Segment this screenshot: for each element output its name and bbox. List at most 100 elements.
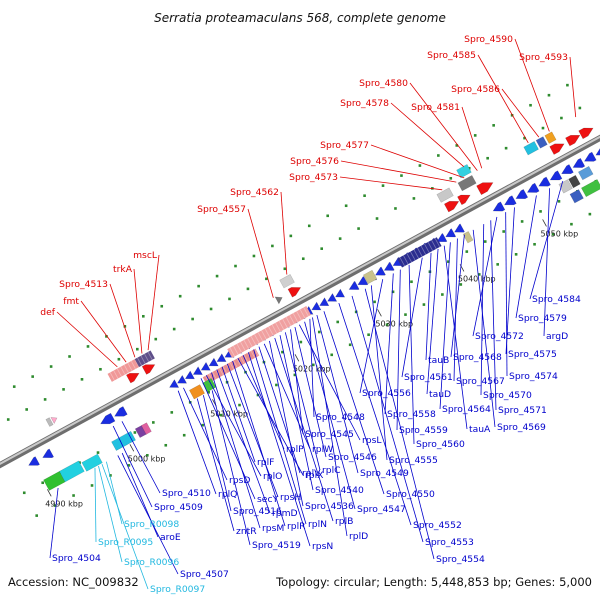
reverse-gene-arrow-shape [176, 374, 188, 384]
ribosomal-operon-band-stripe [229, 347, 236, 357]
reverse-gene-arrow-shape [445, 228, 457, 238]
tick-mark [129, 444, 135, 452]
dark-operon-band-stripe [431, 239, 437, 250]
track-dot [152, 421, 155, 424]
track-dot [209, 307, 213, 311]
reverse-gene-arrow [436, 233, 448, 243]
gene-label: Spro_4554 [436, 554, 485, 565]
track-dot [588, 212, 592, 216]
gene-label: Spro_4558 [387, 409, 436, 420]
gene-label: Spro_4570 [483, 390, 532, 401]
reverse-gene-arrow-shape [383, 261, 395, 271]
genome-backbone [0, 134, 600, 469]
leader-line [543, 188, 550, 337]
reverse-gene-arrow-shape [561, 164, 574, 175]
reverse-gene-arrow [42, 448, 54, 458]
gene-label: Spro_4590 [464, 34, 513, 45]
leader-line [112, 425, 153, 508]
track-dot [90, 484, 94, 487]
leader-line [247, 208, 274, 298]
reverse-gene-box [462, 231, 474, 244]
reverse-gene-arrow [28, 456, 40, 466]
reverse-gene-arrow-shape [184, 370, 195, 380]
leader-line [390, 102, 465, 167]
track-dot [123, 325, 127, 328]
forward-gene-arrow-shape [549, 143, 565, 155]
reverse-gene-box [188, 384, 205, 400]
gene-label: Spro_4550 [386, 489, 435, 500]
forward-gene-box-shape [436, 187, 454, 203]
gene-label: Spro_R0098 [124, 519, 179, 530]
track-dot [551, 232, 555, 236]
leader-line [450, 234, 465, 358]
forward-operon-band-dark-stripe [140, 355, 146, 364]
gene-label: Spro_4548 [316, 412, 365, 423]
gene-label: Spro_4578 [340, 98, 389, 109]
leader-line [529, 180, 564, 300]
track-dot [72, 494, 75, 497]
gene-label: tauD [429, 389, 451, 400]
track-dot [178, 294, 182, 298]
leader-line [211, 372, 261, 529]
track-dot [459, 283, 463, 286]
gene-label: Spro_4549 [360, 468, 409, 479]
leader-line [505, 207, 515, 355]
track-dot [566, 83, 569, 87]
tick-label: 5040 kbp [458, 274, 496, 283]
reverse-gene-arrow [192, 366, 203, 375]
leader-line [370, 144, 465, 179]
track-dot [394, 207, 397, 210]
leader-line [514, 38, 550, 132]
reverse-gene-arrow-shape [311, 301, 322, 311]
ribosomal-operon-band-lower-shape [202, 348, 260, 385]
reverse-gene-arrow [169, 379, 180, 388]
track-dot [299, 340, 303, 344]
reverse-gene-arrow-shape [526, 182, 540, 193]
track-dot [146, 454, 149, 457]
reverse-gene-arrow [538, 176, 551, 187]
reverse-gene-arrow [583, 151, 597, 162]
leader-line [323, 311, 385, 495]
ribosomal-operon-band-stripe [303, 307, 309, 317]
gene-label: trkA [113, 264, 133, 275]
tick-mark [377, 309, 382, 317]
track-dot [136, 347, 139, 351]
dark-operon-band-stripe [424, 243, 430, 253]
track-dot [172, 327, 176, 331]
gene-label: rplQ [218, 489, 237, 500]
reverse-gene-arrow [327, 292, 338, 302]
leader-line [401, 257, 423, 378]
leader-line [121, 421, 161, 494]
leader-line [94, 467, 97, 543]
track-dot [53, 504, 57, 507]
reverse-gene-box-shape [363, 269, 378, 285]
gene-label: rplX [305, 470, 323, 481]
track-dot [381, 184, 385, 187]
gene-label: Spro_4545 [305, 429, 354, 440]
reverse-gene-arrow [572, 157, 586, 168]
track-dot [25, 408, 28, 411]
forward-operon-band-dark-shape [134, 350, 155, 368]
track-dot [412, 197, 416, 200]
gene-label: mscL [133, 250, 158, 261]
dark-operon-band-shape [397, 237, 442, 268]
track-dot [422, 303, 426, 306]
leader-line [477, 54, 529, 144]
gene-label: rpsL [362, 435, 382, 446]
leader-line [515, 195, 537, 319]
leader-line [505, 212, 508, 377]
topology-text: Topology: circular; Length: 5,448,853 bp… [275, 575, 592, 589]
leader-line [117, 455, 179, 575]
ribosomal-operon-band-shape [227, 306, 312, 358]
ribosomal-operon-band-lower-stripe [236, 358, 242, 366]
forward-gene-box [535, 136, 548, 149]
gene-label: rplB [335, 516, 353, 527]
gene-label: Spro_4513 [59, 279, 108, 290]
leader-line [426, 249, 439, 395]
ribosomal-operon-band-stripe [299, 309, 306, 319]
forward-gene-arrow [126, 372, 140, 384]
ribosomal-operon-band-stripe [240, 341, 246, 351]
ribosomal-operon-band-stripe [285, 316, 292, 327]
gene-label: Spro_4504 [52, 553, 101, 564]
ribosomal-operon-band-stripe [236, 343, 243, 353]
